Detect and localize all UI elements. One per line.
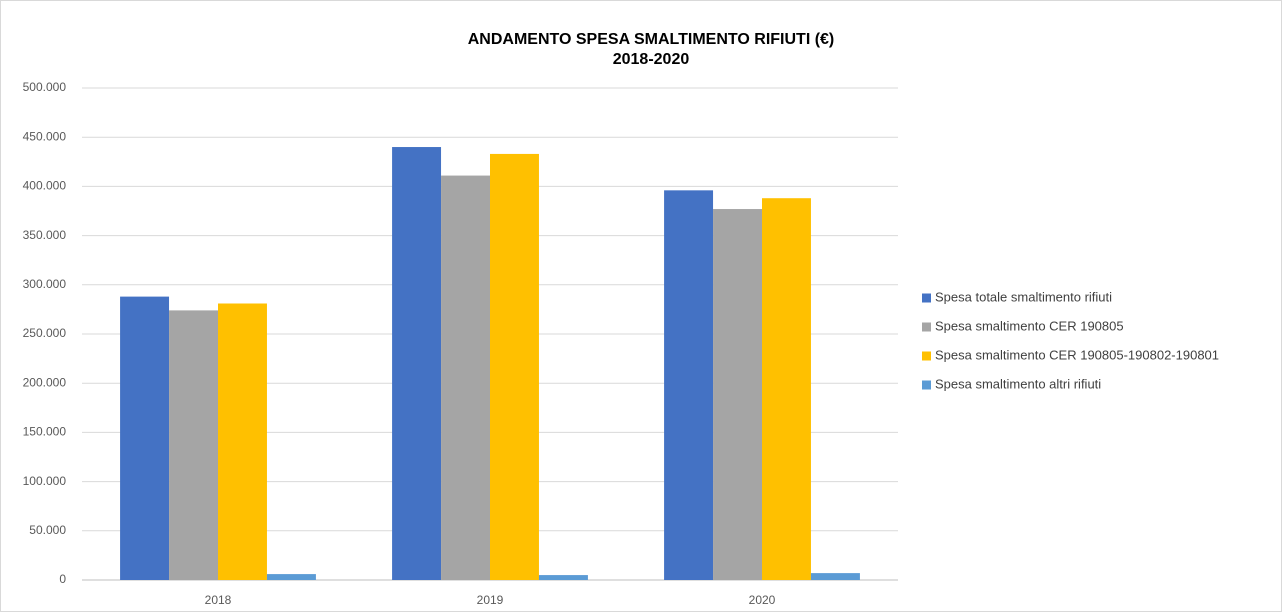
y-tick-label: 100.000 — [23, 474, 67, 488]
bar — [538, 575, 588, 580]
bar — [490, 153, 539, 581]
y-tick-label: 350.000 — [23, 228, 67, 242]
legend-label: Spesa smaltimento CER 190805-190802-1908… — [935, 347, 1219, 362]
legend-swatch — [922, 293, 931, 303]
chart-title: ANDAMENTO SPESA SMALTIMENTO RIFIUTI (€) — [468, 31, 835, 48]
bar — [664, 190, 714, 580]
bar — [762, 198, 811, 580]
bar — [120, 296, 170, 580]
chart-subtitle: 2018-2020 — [613, 51, 690, 68]
y-tick-label: 250.000 — [23, 326, 67, 340]
bar — [441, 175, 490, 581]
legend-label: Spesa totale smaltimento rifiuti — [935, 289, 1112, 304]
bar — [713, 209, 762, 581]
x-tick-label: 2020 — [749, 593, 776, 607]
y-tick-label: 50.000 — [29, 523, 66, 537]
bar — [392, 147, 442, 581]
y-tick-label: 300.000 — [23, 277, 67, 291]
y-tick-label: 400.000 — [23, 179, 67, 193]
bar — [810, 573, 860, 580]
x-tick-label: 2019 — [477, 593, 504, 607]
legend-swatch — [922, 380, 931, 390]
legend-swatch — [922, 322, 931, 332]
y-tick-label: 150.000 — [23, 425, 67, 439]
bar — [169, 310, 218, 580]
legend-swatch — [922, 351, 931, 361]
y-tick-label: 450.000 — [23, 129, 67, 143]
y-tick-label: 200.000 — [23, 375, 67, 389]
bar — [266, 574, 316, 580]
x-tick-label: 2018 — [205, 593, 232, 607]
legend-label: Spesa smaltimento altri rifiuti — [935, 376, 1101, 391]
y-tick-label: 0 — [59, 572, 66, 586]
legend-label: Spesa smaltimento CER 190805 — [935, 318, 1124, 333]
y-tick-label: 500.000 — [23, 80, 67, 94]
bar — [218, 303, 267, 580]
